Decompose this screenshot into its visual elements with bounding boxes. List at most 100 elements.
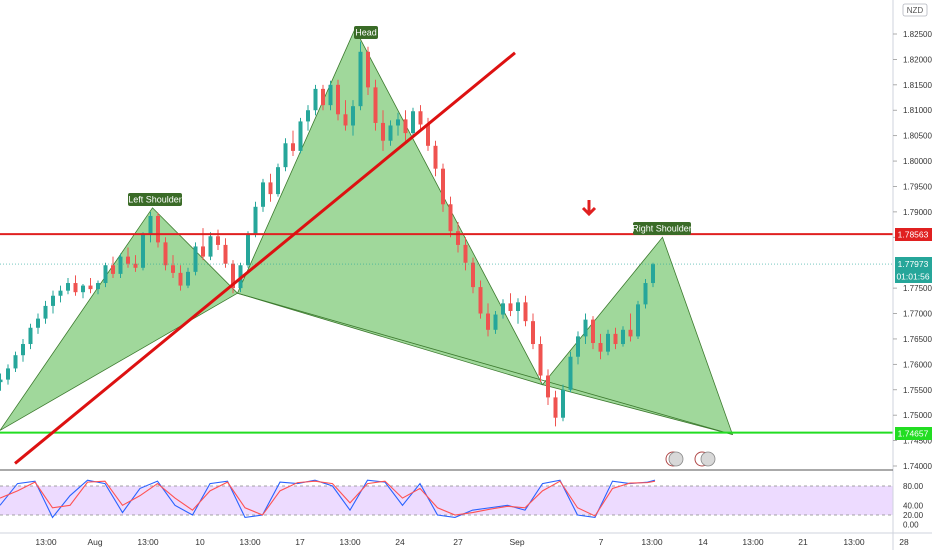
event-icons[interactable]: [665, 451, 716, 467]
time-axis[interactable]: 13:00 Aug 13:00 10 13:00 17 13:00 24 27 Sep 7 13:00…: [35, 537, 909, 547]
candle[interactable]: [111, 256, 115, 278]
candle[interactable]: [381, 110, 385, 151]
candle[interactable]: [621, 326, 625, 347]
candle[interactable]: [433, 140, 438, 177]
candle[interactable]: [193, 242, 198, 276]
candle[interactable]: [88, 277, 93, 294]
candle[interactable]: [351, 100, 355, 136]
candle[interactable]: [216, 229, 220, 250]
neckline-trendline[interactable]: [14, 51, 516, 465]
candle[interactable]: [411, 107, 415, 136]
candle[interactable]: [396, 112, 400, 136]
candle[interactable]: [343, 100, 348, 131]
candle[interactable]: [583, 313, 588, 345]
candle-body: [58, 290, 63, 296]
candle[interactable]: [651, 262, 655, 288]
candle[interactable]: [126, 247, 130, 268]
candle[interactable]: [73, 275, 78, 296]
candle[interactable]: [163, 237, 168, 271]
candle[interactable]: [328, 80, 333, 111]
currency-badge[interactable]: NZD: [902, 3, 928, 17]
candle[interactable]: [223, 238, 228, 268]
candle[interactable]: [43, 300, 48, 324]
candle[interactable]: [103, 262, 108, 288]
candle[interactable]: [58, 285, 63, 303]
candle[interactable]: [13, 351, 18, 372]
candle-body: [268, 182, 273, 195]
candle[interactable]: [298, 117, 303, 154]
time-tick-label: 14: [698, 537, 708, 547]
candle[interactable]: [463, 237, 468, 271]
left-shoulder-label[interactable]: Left Shoulder: [128, 193, 182, 206]
candle[interactable]: [441, 163, 445, 212]
candle[interactable]: [373, 79, 378, 131]
candle[interactable]: [321, 84, 325, 111]
candle[interactable]: [21, 338, 25, 362]
candle[interactable]: [531, 313, 535, 350]
candle[interactable]: [306, 105, 310, 131]
candle[interactable]: [313, 84, 318, 116]
candle[interactable]: [246, 231, 250, 268]
candle[interactable]: [478, 280, 483, 319]
candle[interactable]: [636, 300, 640, 339]
candle[interactable]: [178, 265, 183, 291]
candle[interactable]: [418, 105, 423, 131]
candle[interactable]: [516, 298, 520, 324]
candle[interactable]: [231, 260, 235, 294]
candle[interactable]: [606, 329, 610, 356]
candle[interactable]: [186, 267, 190, 289]
candle[interactable]: [568, 351, 573, 393]
candle[interactable]: [253, 201, 258, 238]
candle[interactable]: [561, 384, 565, 422]
candle[interactable]: [448, 196, 453, 238]
candle[interactable]: [553, 390, 558, 427]
candle[interactable]: [81, 284, 85, 299]
candle[interactable]: [133, 255, 138, 272]
candle[interactable]: [591, 316, 595, 350]
candle[interactable]: [261, 178, 265, 212]
candle[interactable]: [6, 364, 10, 385]
candle[interactable]: [471, 257, 475, 294]
candle[interactable]: [28, 323, 33, 350]
candle[interactable]: [628, 313, 633, 342]
candle[interactable]: [523, 295, 528, 327]
candle[interactable]: [0, 373, 3, 391]
candle[interactable]: [148, 211, 153, 243]
candle[interactable]: [208, 232, 213, 261]
stochastic-k-line[interactable]: [0, 479, 656, 519]
candle[interactable]: [283, 138, 288, 172]
candle[interactable]: [171, 255, 175, 278]
candle[interactable]: [388, 120, 393, 146]
candle[interactable]: [546, 369, 550, 406]
candle[interactable]: [51, 290, 55, 314]
candle-body: [538, 344, 543, 376]
head-label[interactable]: Head: [354, 26, 378, 39]
candle[interactable]: [643, 278, 648, 309]
candle[interactable]: [403, 110, 408, 141]
candle[interactable]: [613, 327, 618, 350]
candle[interactable]: [486, 303, 490, 337]
candle[interactable]: [96, 280, 100, 295]
candle[interactable]: [508, 293, 513, 317]
candle[interactable]: [141, 232, 145, 271]
candle[interactable]: [118, 253, 123, 278]
candle[interactable]: [493, 310, 498, 334]
candle[interactable]: [501, 299, 505, 319]
candle[interactable]: [291, 130, 295, 156]
candle[interactable]: [538, 336, 543, 383]
candle[interactable]: [156, 212, 160, 248]
candle[interactable]: [358, 41, 363, 111]
stochastic-d-line[interactable]: [0, 480, 656, 517]
candle[interactable]: [598, 333, 603, 360]
candle[interactable]: [276, 163, 280, 197]
candle[interactable]: [66, 277, 70, 295]
candle[interactable]: [576, 331, 580, 365]
candle[interactable]: [268, 173, 273, 202]
candle[interactable]: [336, 79, 340, 121]
candle[interactable]: [456, 222, 460, 253]
right-shoulder-label[interactable]: Right Shoulder: [632, 222, 692, 235]
candle[interactable]: [36, 313, 40, 334]
candle[interactable]: [366, 46, 370, 95]
candle-body: [501, 303, 505, 315]
